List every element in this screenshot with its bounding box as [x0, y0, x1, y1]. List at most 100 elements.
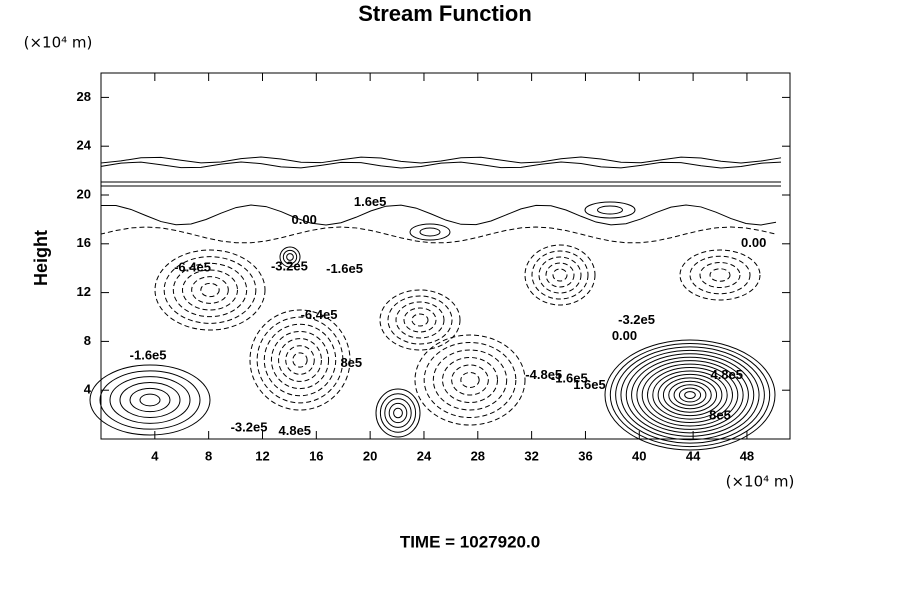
contour-field: [89, 156, 782, 451]
contour-line: [631, 356, 749, 434]
contour-line: [375, 388, 421, 438]
contour-line: [432, 349, 508, 411]
contour-line: [615, 346, 765, 444]
contour-line: [423, 342, 517, 418]
contour-line: [99, 370, 201, 430]
contour-line: [545, 262, 575, 288]
x-tick-label: 32: [524, 448, 538, 463]
contour-line: [657, 373, 723, 417]
x-unit: (×10⁴ m): [726, 473, 795, 491]
contour-label: 4.8e5: [710, 367, 743, 382]
x-tick-label: 44: [686, 448, 701, 463]
contour-line: [668, 380, 712, 410]
x-tick-label: 20: [363, 448, 377, 463]
contour-line: [604, 339, 776, 451]
contour-line: [419, 227, 441, 237]
contour-line: [684, 391, 696, 399]
contour-label: 0.00: [741, 235, 766, 250]
plot-frame: [100, 72, 791, 440]
contour-line: [100, 226, 777, 244]
contour-line: [270, 330, 330, 390]
contour-line: [679, 249, 761, 301]
x-tick-label: 40: [632, 448, 646, 463]
contour-line: [163, 256, 257, 324]
contour-line: [388, 402, 408, 424]
contour-line: [460, 372, 480, 388]
contour-line: [620, 349, 760, 441]
contour-label: -1.6e5: [130, 347, 167, 362]
contour-line: [100, 156, 782, 164]
contour-line: [689, 255, 751, 295]
contour-line: [584, 201, 636, 219]
contour-label: 0.00: [612, 328, 637, 343]
contour-label: -4.8e5: [525, 367, 562, 382]
contour-line: [538, 256, 582, 294]
contour-line: [263, 323, 337, 397]
contour-line: [129, 387, 171, 413]
contour-line: [379, 393, 417, 433]
contour-line: [699, 262, 741, 288]
contour-line: [673, 384, 707, 406]
contour-label: -6.4e5: [301, 307, 338, 322]
contour-line: [411, 313, 429, 327]
x-tick-label: 12: [255, 448, 269, 463]
contour-label: 1.6e5: [354, 194, 387, 209]
contour-line: [625, 353, 755, 437]
contour-line: [154, 249, 266, 331]
contour-line: [100, 204, 777, 226]
y-tick-label: 28: [77, 89, 91, 104]
contour-line: [409, 223, 451, 241]
contour-label: 8e5: [709, 407, 731, 422]
contour-line: [384, 398, 412, 428]
contour-line: [172, 262, 248, 318]
contour-label: -3.2e5: [618, 312, 655, 327]
contour-line: [387, 295, 453, 345]
contour-line: [652, 370, 728, 420]
contour-line: [379, 289, 461, 351]
contour-line: [285, 345, 315, 375]
contour-label: -1.6e5: [326, 261, 363, 276]
chart-title: Stream Function: [358, 1, 532, 26]
x-tick-label: 24: [417, 448, 432, 463]
contour-label: -3.2e5: [231, 419, 268, 434]
y-tick-label: 12: [77, 284, 91, 299]
y-tick-label: 4: [84, 382, 92, 397]
contour-line: [278, 338, 322, 382]
contour-label: -1.6e5: [551, 371, 588, 386]
contour-line: [89, 364, 211, 436]
contour-line: [279, 246, 301, 268]
contour-line: [451, 364, 489, 396]
contour-line: [552, 268, 568, 282]
contour-line: [641, 363, 739, 427]
contour-label: -3.2e5: [271, 258, 308, 273]
contour-line: [597, 205, 623, 215]
contour-line: [678, 387, 702, 403]
y-tick-label: 20: [77, 186, 91, 201]
contour-line: [647, 367, 733, 423]
contour-line: [200, 282, 220, 298]
contour-line: [609, 342, 771, 448]
contour-line: [403, 307, 437, 333]
contour-line: [709, 268, 731, 282]
contour-label: 0.00: [292, 212, 317, 227]
x-tick-label: 8: [205, 448, 212, 463]
contour-label: 8e5: [340, 355, 362, 370]
contour-label: 4.8e5: [279, 423, 312, 438]
contour-line: [191, 276, 229, 304]
contour-line: [442, 357, 498, 403]
contour-line: [100, 161, 782, 169]
contour-line: [524, 244, 596, 306]
contour-line: [292, 352, 308, 368]
contour-line: [139, 393, 161, 407]
x-tick-label: 16: [309, 448, 323, 463]
contour-line: [256, 316, 344, 404]
contour-line: [395, 301, 445, 339]
contour-line: [249, 309, 351, 411]
contour-line: [531, 250, 589, 300]
contour-label: 1.6e5: [573, 377, 606, 392]
contour-line: [109, 376, 191, 424]
contour-line: [119, 382, 181, 418]
contour-label: -6.4e5: [174, 260, 211, 275]
time-label: TIME = 1027920.0: [400, 532, 540, 551]
